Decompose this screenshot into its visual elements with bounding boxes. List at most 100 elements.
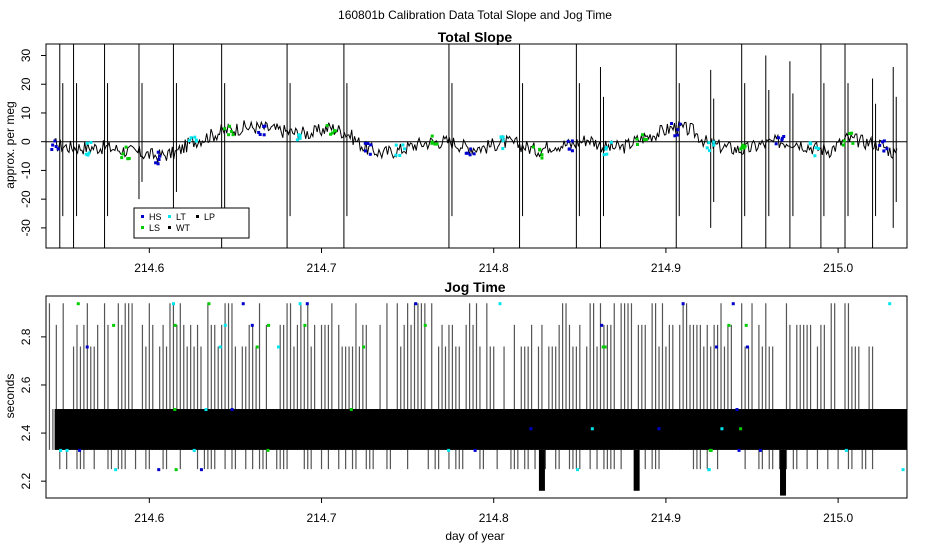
slope-calibration-point [223,127,227,131]
slope-calibration-point [609,140,613,144]
slope-calibration-point [435,142,439,146]
jog-calibration-point [844,448,848,452]
jog-calibration-point [157,468,161,472]
jog-calibration-point [447,448,451,452]
slope-calibration-point [298,134,302,138]
plot-frame [45,43,908,249]
slope-calibration-point [86,153,90,157]
total-slope-title: Total Slope [438,29,513,45]
slope-calibration-point [84,152,88,156]
slope-calibration-point [298,136,302,140]
jog-calibration-point [423,323,427,327]
slope-calibration-point [369,143,373,147]
jog-calibration-point [199,468,203,472]
slope-calibration-point [262,133,266,137]
jog-calibration-point [735,408,739,412]
jog-calibration-point [223,323,227,327]
slope-calibration-point [228,124,232,128]
slope-calibration-point [120,156,124,160]
slope-calibration-point [670,121,674,125]
jog-calibration-point [603,345,607,349]
slope-calibration-point [712,143,716,147]
y-tick-label: 20 [19,77,33,91]
slope-calibration-point [366,141,370,145]
jog-calibration-point [204,408,208,412]
legend-marker-lt [168,215,171,218]
jog-calibration-point [745,345,749,349]
jog-calibration-point [758,448,762,452]
jog-calibration-point [498,302,502,306]
slope-calibration-point [814,146,818,150]
jog-calibration-point [575,468,579,472]
slope-calibration-point [430,134,434,138]
slope-calibration-point [398,154,402,158]
slope-calibration-point [705,146,709,150]
slope-calibration-point [501,139,505,143]
slope-calibration-point [570,149,574,153]
total-slope-panel: Total Slope approx. per meg -30 -20 -10 0 10… [3,29,908,275]
slope-calibration-point [848,132,852,136]
slope-calibration-point [635,143,639,147]
slope-calibration-point [850,131,854,135]
slope-calibration-point [157,158,161,162]
slope-calibration-point [707,141,711,145]
jog-calibration-point [681,302,685,306]
jog-calibration-point [349,408,353,412]
slope-calibration-point [774,142,778,146]
jog-calibration-point [715,345,719,349]
total-slope-axes: -30 -20 -10 0 10 20 30 214.6 214.7 214.8 214.9 215.… [19,43,908,275]
y-tick-label: 0 [19,138,33,145]
jog-calibration-point [65,448,69,452]
total-slope-plot-area [46,44,907,248]
x-tick-label: 215.0 [823,261,853,275]
x-tick-label: 215.0 [823,511,853,525]
slope-calibration-point [882,149,886,153]
slope-calibration-point [604,145,608,149]
y-tick-label: 2.8 [19,328,33,345]
jog-calibration-point [601,345,605,349]
jog-dip [633,449,640,491]
slope-calibration-point [468,153,472,157]
slope-calibration-point [538,147,542,151]
slope-calibration-point [403,147,407,151]
jog-calibration-point [739,427,743,431]
slope-calibration-point [882,139,886,143]
slope-calibration-point [329,132,333,136]
legend-label-lp: LP [204,212,215,222]
legend-marker-ls [141,226,144,229]
x-tick-label: 214.7 [307,261,337,275]
slope-calibration-point [394,153,398,157]
slope-calibration-point [540,156,544,160]
jog-calibration-point [173,408,177,412]
slope-calibration-point [635,137,639,141]
slope-calibration-point [325,124,329,128]
y-tick-label: 2.6 [19,376,33,393]
legend-label-lt: LT [176,212,186,222]
jog-calibration-point [720,427,724,431]
slope-calibration-point [673,134,677,138]
jog-calibration-point [707,468,711,472]
slope-calibration-point [780,138,784,142]
jog-calibration-point [657,427,661,431]
jog-time-plot-area [48,302,908,496]
slope-calibration-point [881,140,885,144]
jog-calibration-point [298,302,302,306]
slope-calibration-point [644,137,648,141]
jog-calibration-point [473,448,477,452]
legend-label-hs: HS [149,212,162,222]
jog-calibration-point [731,302,735,306]
slope-calibration-point [332,129,336,133]
jog-calibration-point [218,345,222,349]
slope-calibration-point [469,147,473,151]
jog-calibration-point [303,323,307,327]
jog-calibration-point [207,302,211,306]
slope-calibration-point [776,136,780,140]
jog-time-axes: 2.2 2.4 2.6 2.8 214.6 214.7 214.8 214.9 215.0 [19,295,908,525]
jog-dense-band [54,409,908,450]
y-tick-label: -30 [19,219,33,237]
jog-calibration-point [230,408,234,412]
jog-dip [538,449,545,491]
slope-calibration-point [187,139,191,143]
y-tick-label: -20 [19,190,33,208]
